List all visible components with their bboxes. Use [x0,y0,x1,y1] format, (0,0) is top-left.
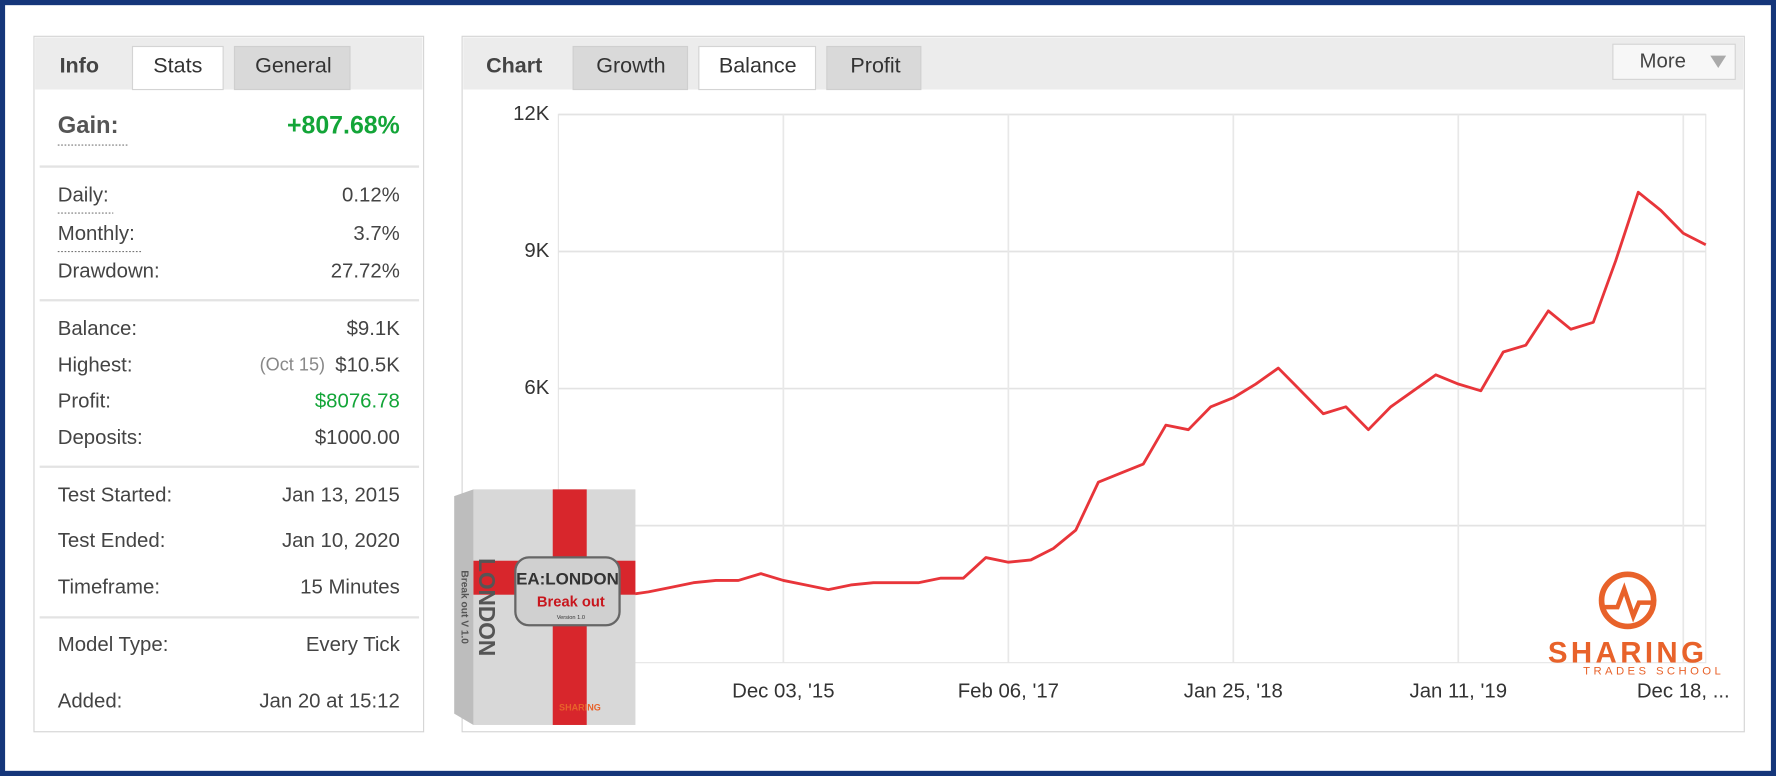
tab[interactable]: Profit [850,54,900,78]
tab[interactable]: Stats [153,54,202,78]
tab[interactable]: Chart [486,54,542,78]
info-tabbar [35,37,423,90]
stat-label: Model Type: [58,634,169,656]
stat-label: Highest: [58,354,133,376]
stat-label: Added: [58,691,123,713]
stat-value: $10.5K [335,354,400,376]
stat-label: Daily: [58,184,109,206]
logo-ring [1598,571,1657,630]
stat-value: 3.7% [353,223,399,245]
box-brand: SHARING [559,702,601,712]
stat-label: Deposits: [58,427,143,449]
stat-value: 27.72% [331,260,400,282]
tab[interactable]: Balance [719,54,797,78]
stat-value: 15 Minutes [300,576,400,598]
y-tick-label: 9K [524,240,549,262]
box-badge [514,556,621,627]
stat-value: 0.12% [342,184,400,206]
tab-bg [698,45,817,91]
more-label[interactable]: More [1640,51,1686,73]
gain-label: Gain: [58,112,119,139]
stat-value: Jan 13, 2015 [282,485,400,507]
tab-bg [572,45,689,91]
stat-value: $1000.00 [315,427,400,449]
logo-pulse [1603,582,1652,623]
stat-label: Balance: [58,318,137,340]
y-tick-label: 12K [513,103,550,125]
stat-value: $9.1K [347,318,401,340]
box-spine: LONDON [474,558,500,656]
x-tick-label: Dec 18, ... [1637,681,1730,703]
stat-label: Timeframe: [58,576,160,598]
stat-label: Monthly: [58,223,135,245]
tab-bg [233,45,351,91]
tab[interactable]: General [255,54,332,78]
stat-label: Test Started: [58,485,172,507]
tab[interactable]: Info [60,54,99,78]
stat-label: Profit: [58,391,111,413]
x-tick-label: Feb 06, '17 [958,681,1059,703]
tab-bg [131,45,224,91]
product-box: EA:LONDON Break out Version 1.0 LONDON B… [454,489,636,725]
gain-value: +807.68% [287,112,400,140]
x-tick-label: Jan 11, '19 [1410,681,1508,703]
stat-label: Drawdown: [58,260,160,282]
watermark: SHARING TRADES SCHOOL [1548,571,1724,678]
x-tick-label: Jan 25, '18 [1184,681,1283,703]
stat-note: (Oct 15) [260,355,325,375]
x-tick-label: Dec 03, '15 [732,681,834,703]
more-arrow [1710,55,1727,69]
info-panel [33,35,425,733]
watermark-name: SHARING [1548,637,1708,670]
box-subtitle: Break out [537,595,605,611]
stat-value: Jan 10, 2020 [282,530,400,552]
box-version: Version 1.0 [557,615,585,621]
stat-value: Jan 20 at 15:12 [259,691,399,713]
balance-line [557,190,1707,616]
stat-label: Test Ended: [58,530,166,552]
y-tick-label: 6K [524,377,549,399]
box-side [454,489,474,725]
stat-value: Every Tick [306,634,401,656]
watermark-sub: TRADES SCHOOL [1583,666,1724,678]
stat-value: $8076.78 [315,391,400,413]
box-spine-sub: Break out V 1.0 [459,570,470,644]
tab[interactable]: Growth [596,54,665,78]
box-title: EA:LONDON [516,569,619,588]
tab-bg [826,45,922,91]
